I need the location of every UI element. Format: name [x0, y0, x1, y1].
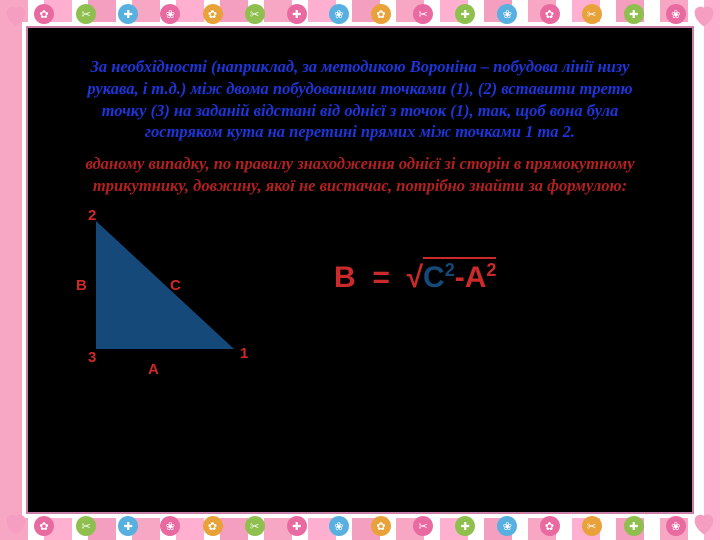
term-c-exp: 2 [445, 260, 455, 280]
border-ornament-icon: ❀ [666, 516, 686, 536]
border-ornament-icon: ❀ [497, 516, 517, 536]
border-ornament-icon: ✿ [34, 516, 54, 536]
border-ornament-icon: ✂ [245, 516, 265, 536]
paragraph-1: За необхідності (наприклад, за методикою… [66, 56, 654, 143]
border-ornament-icon: ✂ [413, 516, 433, 536]
border-ornament-icon: ❀ [160, 516, 180, 536]
side-label-c: C [170, 277, 181, 294]
heart-icon [690, 510, 718, 538]
border-ornament-icon: ❀ [329, 516, 349, 536]
border-ornament-icon: ✚ [455, 4, 475, 24]
border-ornament-icon: ✚ [118, 516, 138, 536]
border-ornament-icon: ❀ [497, 4, 517, 24]
border-icons-top: ✿ ✂ ✚ ❀ ✿ ✂ ✚ ❀ ✿ ✂ ✚ ❀ ✿ ✂ ✚ ❀ [34, 4, 686, 24]
term-c: C [423, 261, 445, 294]
radicand: C2-A2 [423, 257, 496, 295]
border-ornament-icon: ✿ [540, 4, 560, 24]
border-ornament-icon: ✚ [624, 4, 644, 24]
vertex-label-2: 2 [88, 207, 96, 224]
vertex-label-3: 3 [88, 349, 96, 366]
border-ornament-icon: ✂ [76, 516, 96, 536]
border-ornament-icon: ✚ [455, 516, 475, 536]
formula-equals: = [364, 261, 398, 294]
border-ornament-icon: ✿ [540, 516, 560, 536]
border-ornament-icon: ✂ [245, 4, 265, 24]
content-panel: За необхідності (наприклад, за методикою… [26, 26, 694, 514]
side-label-a: A [148, 361, 159, 378]
border-ornament-icon: ❀ [160, 4, 180, 24]
side-label-b: B [76, 277, 87, 294]
border-ornament-icon: ✚ [624, 516, 644, 536]
term-a-exp: 2 [486, 260, 496, 280]
border-ornament-icon: ✂ [582, 516, 602, 536]
border-ornament-icon: ✿ [371, 516, 391, 536]
border-ornament-icon: ✚ [287, 516, 307, 536]
heart-icon [2, 510, 30, 538]
border-ornament-icon: ✂ [582, 4, 602, 24]
border-ornament-icon: ✂ [413, 4, 433, 24]
vertex-label-1: 1 [240, 345, 248, 362]
minus: - [455, 261, 465, 294]
border-ornament-icon: ❀ [666, 4, 686, 24]
radical-symbol: √ [407, 261, 423, 294]
paragraph-2: вданому випадку, по правилу знаходження … [66, 153, 654, 197]
border-ornament-icon: ✿ [34, 4, 54, 24]
formula: B = √C2-A2 [334, 257, 496, 295]
border-ornament-icon: ✿ [203, 516, 223, 536]
border-ornament-icon: ❀ [329, 4, 349, 24]
border-ornament-icon: ✚ [118, 4, 138, 24]
diagram-row: 2 3 1 B A C B = √C2-A2 [66, 211, 654, 371]
right-triangle-diagram: 2 3 1 B A C [84, 211, 264, 371]
border-ornament-icon: ✂ [76, 4, 96, 24]
border-ornament-icon: ✿ [371, 4, 391, 24]
formula-lhs: B [334, 261, 356, 294]
border-ornament-icon: ✿ [203, 4, 223, 24]
border-icons-bottom: ✿ ✂ ✚ ❀ ✿ ✂ ✚ ❀ ✿ ✂ ✚ ❀ ✿ ✂ ✚ ❀ [34, 516, 686, 536]
heart-icon [690, 2, 718, 30]
term-a: A [465, 261, 487, 294]
border-ornament-icon: ✚ [287, 4, 307, 24]
